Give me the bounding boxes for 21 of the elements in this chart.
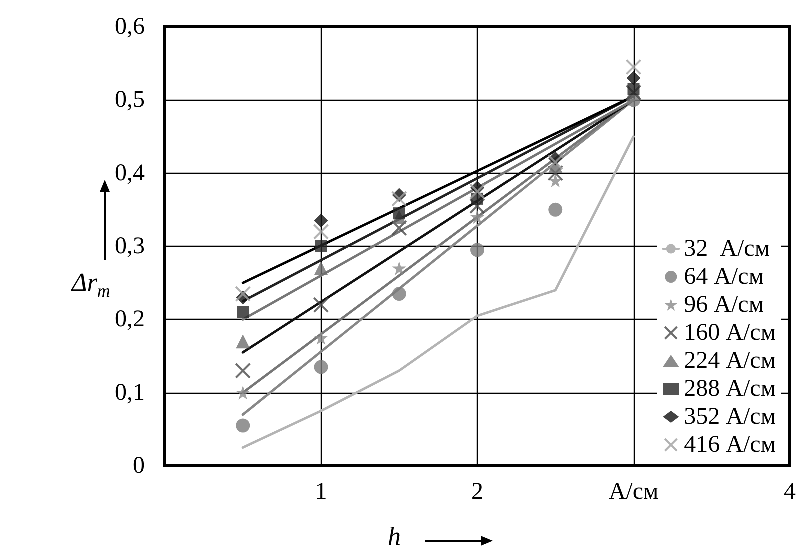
x-tick-label: 4 [784,479,796,505]
legend-label: 32 А/см [684,236,770,262]
x-tick-label: 1 [315,479,328,505]
y-tick-label: 0,3 [115,234,145,260]
x-axis-title: h [388,522,401,552]
legend-label: 96 А/см [684,292,764,318]
legend-label: 416 А/см [684,432,776,458]
legend-label: 160 А/см [684,320,776,346]
legend-label: 288 А/см [684,376,776,402]
y-tick-label: 0,2 [115,306,145,333]
legend-label: 224 А/см [684,348,776,374]
x-tick-label: А/см [608,479,659,505]
y-tick-label: 0,5 [115,87,145,114]
y-tick-label: 0,4 [115,160,145,186]
y-tick-label: 0 [133,453,145,479]
x-tick-label: 2 [472,479,484,505]
legend-label: 64 А/см [684,264,764,290]
y-tick-label: 0,1 [115,380,145,406]
y-tick-label: 0,6 [115,14,145,40]
y-axis-title: Δr$_{m}$ [72,268,110,302]
legend-label: 352 А/см [684,404,776,430]
